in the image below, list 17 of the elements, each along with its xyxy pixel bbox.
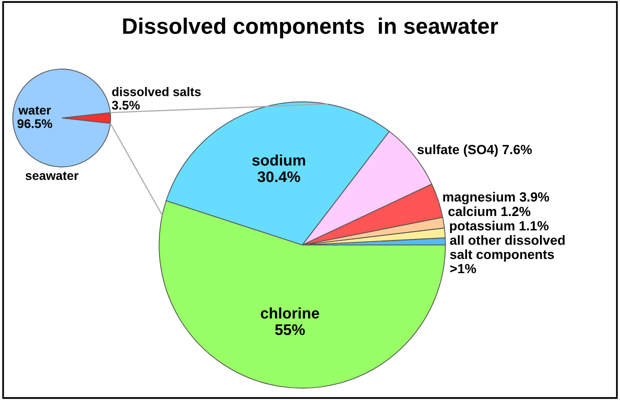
slice-label: calcium 1.2% bbox=[448, 206, 530, 216]
slice-label: all other dissolved salt components bbox=[450, 235, 565, 262]
slice-label: sodium bbox=[252, 154, 306, 166]
data-label: >1% bbox=[450, 264, 476, 274]
data-label: 3.5% bbox=[112, 100, 140, 110]
slice-label: magnesium 3.9% bbox=[443, 192, 550, 204]
text: seawater bbox=[26, 172, 78, 180]
pie-slice bbox=[12, 68, 111, 168]
slice-label: potassium 1.1% bbox=[450, 220, 549, 234]
slice-label: water bbox=[18, 106, 51, 115]
slice-label: dissolved salts bbox=[112, 87, 201, 96]
slice-label: sulfate (SO4) 7.6% bbox=[417, 144, 532, 157]
chart-title: Dissolved components in seawater bbox=[123, 18, 498, 38]
data-label: 30.4% bbox=[258, 171, 300, 182]
data-label: 96.5% bbox=[17, 119, 52, 128]
data-label: 55% bbox=[275, 324, 305, 336]
slice-label: chlorine bbox=[260, 307, 320, 319]
